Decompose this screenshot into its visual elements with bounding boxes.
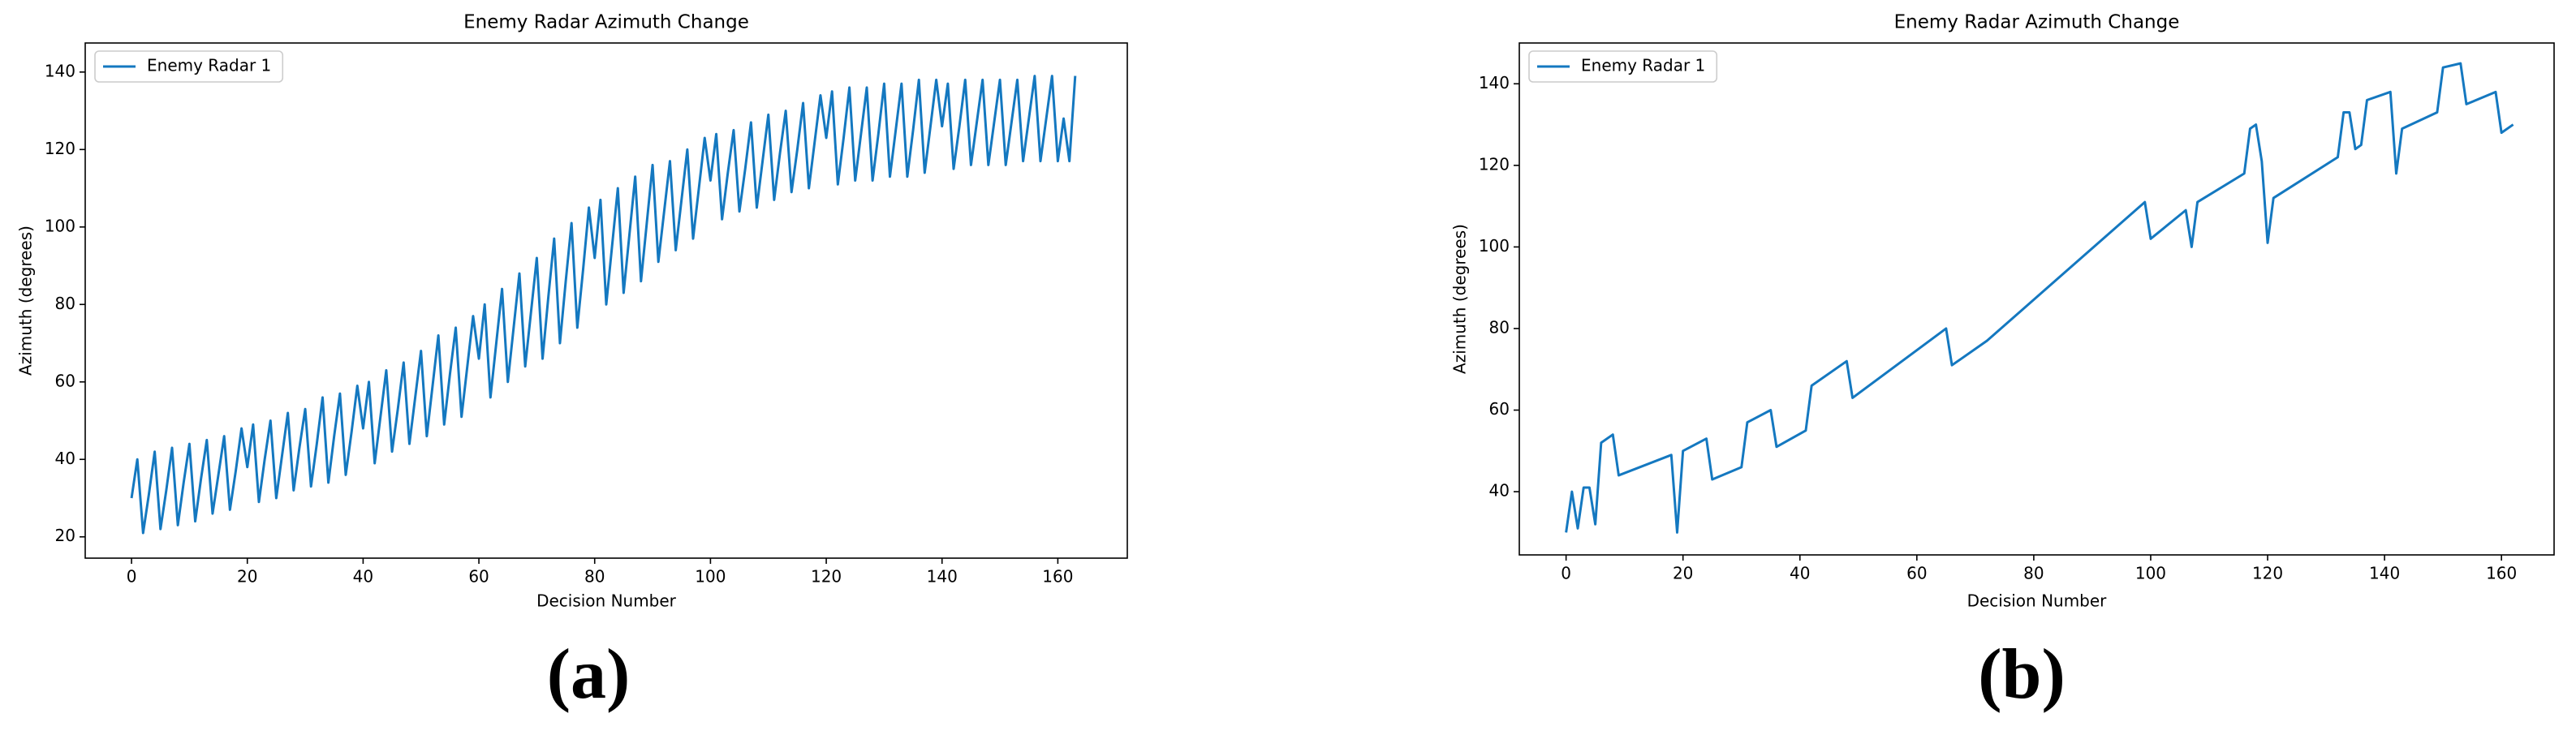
axes-frame [1518, 42, 2555, 556]
x-tick-label: 140 [2369, 564, 2400, 583]
x-tick-label: 100 [2135, 564, 2166, 583]
axes-frame [84, 42, 1128, 559]
x-tick-label: 140 [927, 567, 958, 587]
x-tick-label: 20 [237, 567, 257, 587]
y-tick-label: 100 [45, 216, 75, 235]
y-tick-label: 120 [45, 139, 75, 158]
y-tick-label: 140 [1479, 73, 1510, 92]
legend: Enemy Radar 1 [1528, 50, 1718, 83]
legend-label: Enemy Radar 1 [1581, 56, 1705, 75]
y-tick-label: 80 [1489, 317, 1510, 337]
y-tick-label: 80 [55, 294, 75, 313]
y-tick-label: 20 [55, 526, 75, 545]
x-tick-label: 0 [127, 567, 137, 587]
x-axis-label: Decision Number [1967, 591, 2108, 611]
x-tick-label: 160 [1042, 567, 1073, 587]
legend-box [94, 50, 284, 83]
y-tick-label: 120 [1479, 154, 1510, 174]
x-tick-label: 60 [468, 567, 489, 587]
legend-label: Enemy Radar 1 [147, 56, 271, 75]
x-tick-label: 0 [1561, 564, 1571, 583]
y-tick-label: 60 [1489, 399, 1510, 419]
x-tick-label: 120 [2252, 564, 2283, 583]
x-tick-label: 40 [1790, 564, 1810, 583]
x-tick-label: 20 [1673, 564, 1693, 583]
y-tick-label: 100 [1479, 236, 1510, 256]
chart-title: Enemy Radar Azimuth Change [463, 12, 749, 33]
x-tick-label: 80 [2023, 564, 2044, 583]
chart-title: Enemy Radar Azimuth Change [1894, 12, 2180, 33]
legend: Enemy Radar 1 [94, 50, 284, 83]
y-tick-label: 140 [45, 61, 75, 80]
plot-area [1565, 62, 2514, 534]
panel-label: (a) [547, 635, 631, 714]
x-axis-label: Decision Number [536, 591, 677, 611]
plot-area [130, 75, 1077, 535]
legend-box [1528, 50, 1718, 83]
x-tick-label: 60 [1906, 564, 1927, 583]
y-axis-label: Azimuth (degrees) [1450, 224, 1470, 374]
x-tick-label: 40 [353, 567, 373, 587]
x-tick-label: 80 [584, 567, 605, 587]
data-line [1565, 62, 2514, 534]
y-tick-label: 60 [55, 371, 75, 390]
panel-label: (b) [1978, 635, 2066, 714]
y-axis-label: Azimuth (degrees) [16, 226, 36, 376]
x-tick-label: 100 [695, 567, 726, 587]
y-tick-label: 40 [55, 449, 75, 468]
y-tick-label: 40 [1489, 481, 1510, 501]
x-tick-label: 120 [811, 567, 842, 587]
data-line [130, 75, 1077, 535]
x-tick-label: 160 [2486, 564, 2517, 583]
